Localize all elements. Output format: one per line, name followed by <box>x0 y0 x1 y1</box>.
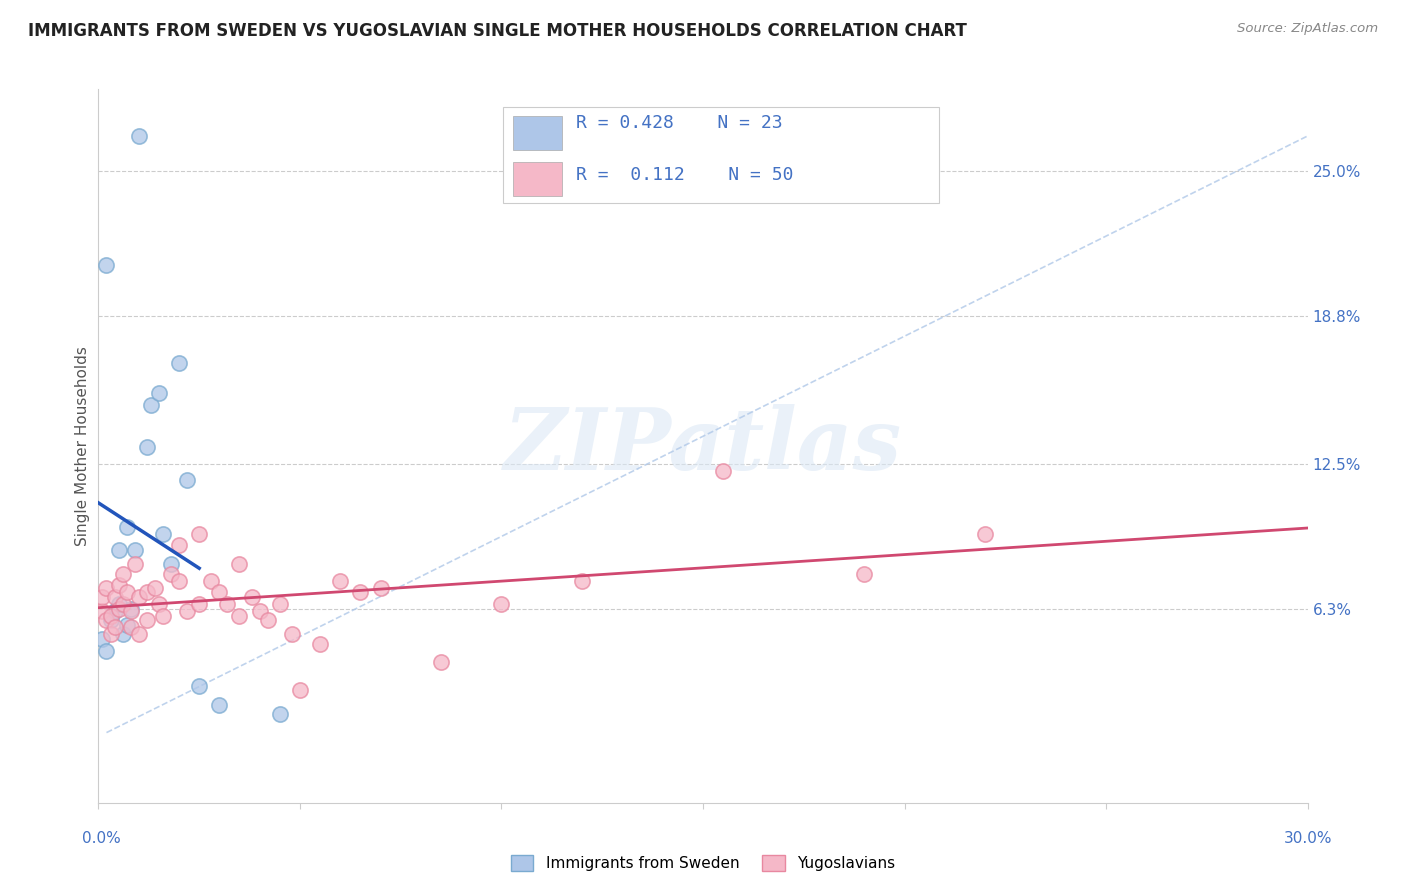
Point <box>228 557 250 571</box>
Point <box>103 620 125 634</box>
Point <box>176 604 198 618</box>
Text: 0.0%: 0.0% <box>82 831 121 846</box>
Point <box>329 574 352 588</box>
Point <box>152 608 174 623</box>
Point <box>208 698 231 712</box>
Point <box>160 557 183 571</box>
Point <box>148 386 170 401</box>
Point <box>200 574 222 588</box>
Point <box>217 597 239 611</box>
Point <box>120 601 142 615</box>
Point <box>349 585 371 599</box>
Point <box>107 543 129 558</box>
Point <box>103 590 125 604</box>
Point <box>111 627 134 641</box>
Point <box>111 566 134 581</box>
Point <box>571 574 593 588</box>
Point <box>281 627 304 641</box>
Point <box>143 581 166 595</box>
Point <box>111 597 134 611</box>
Point <box>135 585 157 599</box>
Point <box>167 538 190 552</box>
Legend: Immigrants from Sweden, Yugoslavians: Immigrants from Sweden, Yugoslavians <box>505 849 901 877</box>
Point <box>96 258 118 272</box>
Point <box>124 557 146 571</box>
Text: 30.0%: 30.0% <box>1284 831 1331 846</box>
Point <box>256 613 278 627</box>
Point <box>120 604 142 618</box>
Point <box>269 706 291 721</box>
Point <box>370 581 392 595</box>
Point <box>148 597 170 611</box>
Point <box>188 597 211 611</box>
Point <box>135 440 157 454</box>
Point <box>208 585 231 599</box>
Text: Source: ZipAtlas.com: Source: ZipAtlas.com <box>1237 22 1378 36</box>
Point <box>115 618 138 632</box>
Point <box>91 632 114 646</box>
Text: IMMIGRANTS FROM SWEDEN VS YUGOSLAVIAN SINGLE MOTHER HOUSEHOLDS CORRELATION CHART: IMMIGRANTS FROM SWEDEN VS YUGOSLAVIAN SI… <box>28 22 967 40</box>
Point <box>124 543 146 558</box>
Point <box>100 608 122 623</box>
Point <box>167 356 190 370</box>
Point <box>100 613 122 627</box>
Point <box>711 464 734 478</box>
Point <box>115 519 138 533</box>
Text: R =  0.112    N = 50: R = 0.112 N = 50 <box>576 166 793 184</box>
Point <box>188 679 211 693</box>
Text: ZIPatlas: ZIPatlas <box>503 404 903 488</box>
Point <box>176 473 198 487</box>
Point <box>309 637 332 651</box>
Point <box>160 566 183 581</box>
FancyBboxPatch shape <box>513 116 561 150</box>
Point <box>91 604 114 618</box>
FancyBboxPatch shape <box>503 107 939 203</box>
Point <box>100 627 122 641</box>
Point <box>107 597 129 611</box>
Point <box>974 526 997 541</box>
Point <box>152 526 174 541</box>
Point <box>107 578 129 592</box>
Point <box>107 601 129 615</box>
Point <box>96 644 118 658</box>
Point <box>128 128 150 143</box>
Point <box>128 590 150 604</box>
Point <box>115 585 138 599</box>
FancyBboxPatch shape <box>513 162 561 196</box>
Point <box>240 590 263 604</box>
Point <box>228 608 250 623</box>
Point <box>139 398 162 412</box>
Point <box>430 656 453 670</box>
Point <box>249 604 271 618</box>
Point <box>269 597 291 611</box>
Point <box>188 526 211 541</box>
Point <box>128 627 150 641</box>
Point <box>96 613 118 627</box>
Point <box>91 590 114 604</box>
Point <box>103 604 125 618</box>
Text: R = 0.428    N = 23: R = 0.428 N = 23 <box>576 114 783 132</box>
Point <box>853 566 876 581</box>
Point <box>167 574 190 588</box>
Point <box>96 581 118 595</box>
Point <box>135 613 157 627</box>
Point <box>120 620 142 634</box>
Y-axis label: Single Mother Households: Single Mother Households <box>75 346 90 546</box>
Point <box>491 597 513 611</box>
Point <box>288 683 311 698</box>
